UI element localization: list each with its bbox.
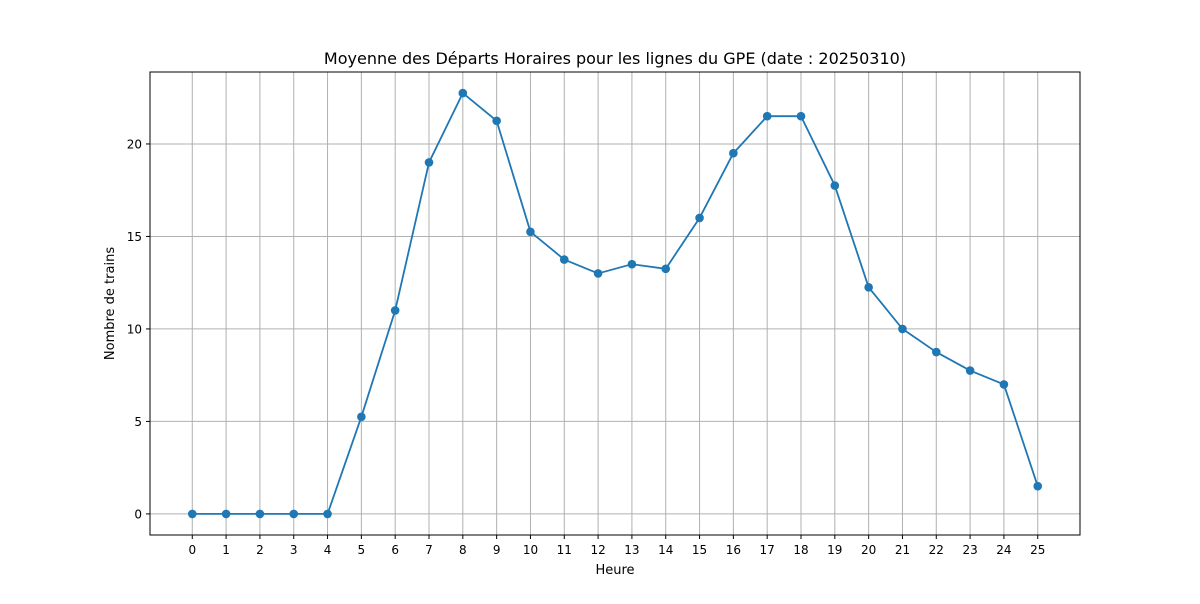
data-point <box>323 509 332 519</box>
x-tick-label: 1 <box>222 543 230 557</box>
x-tick-label: 11 <box>557 543 572 557</box>
x-tick-label: 9 <box>493 543 501 557</box>
data-point <box>898 324 907 334</box>
x-tick-label: 25 <box>1030 543 1045 557</box>
x-tick-label: 21 <box>895 543 910 557</box>
data-point <box>390 306 400 315</box>
x-tick-label: 8 <box>459 543 467 557</box>
y-axis-label: Nombre de trains <box>103 247 118 360</box>
data-point <box>796 111 806 121</box>
grid-lines <box>150 72 1080 535</box>
x-tick-label: 13 <box>624 543 639 557</box>
y-tick-label: 0 <box>134 507 142 521</box>
data-point <box>255 509 265 519</box>
chart-title: Moyenne des Départs Horaires pour les li… <box>324 49 906 68</box>
x-tick-label: 19 <box>827 543 842 557</box>
x-tick-label: 20 <box>861 543 876 557</box>
series-layer <box>187 88 1043 519</box>
data-point <box>965 366 975 375</box>
data-point <box>492 116 501 126</box>
x-tick-label: 18 <box>793 543 808 557</box>
series-line <box>192 92 1039 515</box>
x-tick-label: 4 <box>324 543 332 557</box>
x-tick-label: 10 <box>523 543 538 557</box>
data-point <box>931 347 941 357</box>
data-point <box>661 264 671 274</box>
axis-ticks: 0 1 2 3 4 5 6 7 8 9 10 11 12 13 14 15 16 17 18 19 20 21 22 23 24… <box>127 137 1046 557</box>
data-point <box>424 158 434 167</box>
data-point <box>729 148 738 158</box>
y-tick-label: 15 <box>127 230 142 244</box>
data-point <box>999 380 1009 389</box>
x-tick-label: 14 <box>658 543 673 557</box>
x-tick-label: 22 <box>929 543 944 557</box>
x-tick-label: 7 <box>425 543 433 557</box>
data-point <box>1033 481 1043 491</box>
x-tick-label: 6 <box>391 543 399 557</box>
x-tick-label: 24 <box>996 543 1011 557</box>
x-tick-label: 15 <box>692 543 707 557</box>
data-point <box>357 412 366 422</box>
plot-area-frame <box>149 71 1081 536</box>
y-tick-label: 10 <box>127 322 142 336</box>
data-point <box>864 283 873 292</box>
data-point <box>187 509 197 519</box>
data-point <box>289 509 299 519</box>
x-tick-label: 3 <box>290 543 298 557</box>
data-point <box>559 255 569 264</box>
x-tick-label: 2 <box>256 543 264 557</box>
x-tick-label: 5 <box>358 543 366 557</box>
data-point <box>762 111 772 121</box>
data-point <box>830 181 840 190</box>
data-point <box>627 259 637 269</box>
x-tick-label: 16 <box>726 543 741 557</box>
x-axis-label: Heure <box>595 563 634 578</box>
data-point <box>458 88 468 98</box>
x-tick-label: 12 <box>590 543 605 557</box>
x-tick-label: 0 <box>188 543 196 557</box>
data-point <box>695 213 704 223</box>
x-tick-label: 17 <box>760 543 775 557</box>
y-tick-label: 5 <box>134 415 142 429</box>
data-point <box>526 227 535 237</box>
y-tick-label: 20 <box>127 137 142 151</box>
x-tick-label: 23 <box>962 543 977 557</box>
data-point <box>593 269 603 278</box>
data-point <box>221 509 231 519</box>
